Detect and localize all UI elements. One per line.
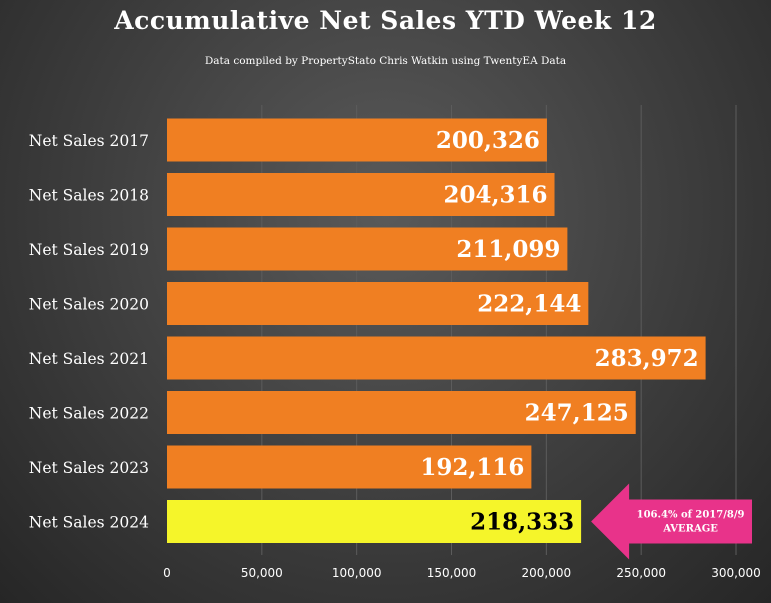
x-tick-label: 300,000 xyxy=(711,566,761,580)
x-tick-label: 150,000 xyxy=(427,566,477,580)
category-label: Net Sales 2022 xyxy=(29,405,149,423)
category-label: Net Sales 2024 xyxy=(29,514,149,532)
callout-text-line2: AVERAGE xyxy=(662,524,718,535)
bar-value-label: 211,099 xyxy=(456,236,560,263)
x-tick-label: 200,000 xyxy=(522,566,572,580)
x-tick-label: 250,000 xyxy=(616,566,666,580)
bar-value-label: 204,316 xyxy=(443,182,547,209)
bars: 200,326 204,316 211,099 222,144 283,972 247,1… xyxy=(167,118,706,543)
bar-value-label: 200,326 xyxy=(436,127,540,154)
x-tick-label: 100,000 xyxy=(332,566,382,580)
bar xyxy=(167,445,532,489)
bar xyxy=(167,500,582,543)
callout-arrow xyxy=(591,483,752,560)
bar-value-label: 192,116 xyxy=(420,454,524,481)
bar xyxy=(167,118,547,162)
category-label: Net Sales 2023 xyxy=(29,459,149,477)
category-label: Net Sales 2019 xyxy=(29,241,149,259)
category-label: Net Sales 2018 xyxy=(29,187,149,205)
bar-value-label: 283,972 xyxy=(595,345,699,372)
bar xyxy=(167,336,706,380)
category-labels: Net Sales 2017 Net Sales 2018 Net Sales 20… xyxy=(29,132,149,532)
chart-subtitle: Data compiled by PropertyStato Chris Wat… xyxy=(204,55,567,67)
x-tick-label: 0 xyxy=(163,566,171,580)
category-label: Net Sales 2021 xyxy=(29,350,149,368)
category-label: Net Sales 2020 xyxy=(29,296,149,314)
bar xyxy=(167,391,636,434)
bar-value-label: 218,333 xyxy=(470,509,574,536)
bar-value-label: 247,125 xyxy=(525,400,629,427)
bar-value-label: 222,144 xyxy=(477,291,581,318)
chart-title: Accumulative Net Sales YTD Week 12 xyxy=(114,6,657,35)
bar xyxy=(167,173,555,216)
x-tick-label: 50,000 xyxy=(241,566,283,580)
category-label: Net Sales 2017 xyxy=(29,132,149,150)
bar xyxy=(167,227,568,271)
annotation-callout: 106.4% of 2017/8/9 AVERAGE xyxy=(591,483,752,560)
x-axis-ticks: 0 50,000 100,000 150,000 200,000 250,000 300,0… xyxy=(163,566,761,580)
callout-text-line1: 106.4% of 2017/8/9 xyxy=(637,510,745,521)
bar xyxy=(167,282,589,325)
